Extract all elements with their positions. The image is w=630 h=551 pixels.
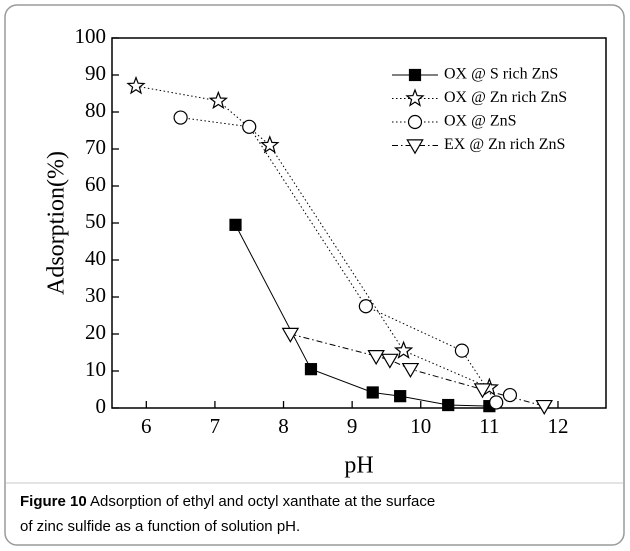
marker-circle	[242, 119, 257, 134]
marker-square	[408, 68, 422, 82]
x-tick-label: 11	[479, 414, 499, 438]
y-tick-label: 20	[85, 320, 106, 344]
y-axis-label: Adsorption(%)	[44, 151, 70, 295]
marker-square	[442, 398, 455, 412]
marker-star	[126, 75, 146, 95]
legend-label: EX @ Zn rich ZnS	[444, 136, 565, 153]
y-tick-label: 0	[96, 394, 107, 418]
marker-circle	[502, 387, 518, 403]
marker-triangle	[473, 383, 492, 399]
caption-label: Figure 10	[20, 493, 87, 510]
marker-circle	[489, 395, 504, 410]
marker-circle	[407, 114, 423, 130]
marker-star	[208, 90, 229, 110]
marker-triangle	[535, 399, 553, 416]
marker-triangle	[406, 139, 424, 155]
marker-star	[393, 340, 414, 359]
marker-square	[229, 218, 242, 231]
y-tick-label: 10	[85, 357, 106, 381]
marker-triangle	[401, 362, 420, 379]
y-tick-label: 60	[85, 172, 106, 196]
caption-text: Adsorption of ethyl and octyl xanthate a…	[87, 493, 436, 510]
legend-label: OX @ S rich ZnS	[444, 66, 558, 83]
marker-circle	[358, 299, 373, 314]
x-tick-label: 10	[410, 414, 431, 438]
y-tick-label: 40	[85, 246, 106, 270]
y-tick-label: 90	[85, 61, 106, 85]
x-tick-label: 6	[141, 414, 152, 438]
y-tick-label: 80	[85, 98, 106, 122]
x-tick-label: 7	[210, 414, 221, 438]
caption-line2: of zinc sulfide as a function of solutio…	[20, 518, 300, 535]
legend-label: OX @ Zn rich ZnS	[444, 89, 567, 106]
marker-triangle	[381, 353, 399, 369]
marker-circle	[173, 110, 188, 125]
legend-label: OX @ ZnS	[444, 113, 517, 130]
marker-square	[304, 363, 318, 376]
marker-square	[394, 390, 407, 403]
marker-square	[366, 386, 379, 399]
marker-triangle	[367, 350, 385, 366]
marker-star	[405, 88, 425, 107]
series-line	[180, 117, 511, 404]
marker-circle	[454, 343, 470, 358]
x-tick-label: 8	[278, 414, 289, 438]
y-tick-label: 50	[85, 209, 106, 233]
caption: Figure 10 Adsorption of ethyl and octyl …	[20, 493, 435, 510]
marker-star	[260, 135, 280, 154]
y-tick-label: 100	[75, 24, 107, 48]
x-axis-label: pH	[344, 453, 373, 479]
y-tick-label: 30	[85, 283, 106, 307]
x-tick-label: 12	[547, 414, 568, 438]
series-line	[235, 224, 490, 407]
marker-triangle	[281, 327, 300, 343]
x-tick-label: 9	[347, 414, 358, 438]
y-tick-label: 70	[85, 135, 106, 159]
